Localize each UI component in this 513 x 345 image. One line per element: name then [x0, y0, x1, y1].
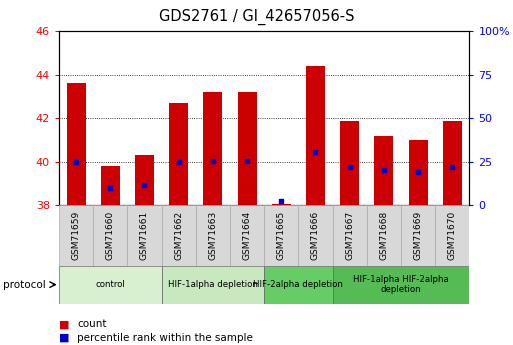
Bar: [127, 205, 162, 266]
Text: GSM71661: GSM71661: [140, 211, 149, 260]
Text: control: control: [95, 280, 125, 289]
Bar: [101, 166, 120, 205]
Text: protocol: protocol: [3, 280, 45, 289]
Bar: [367, 205, 401, 266]
Text: HIF-2alpha depletion: HIF-2alpha depletion: [253, 280, 343, 289]
Text: ■: ■: [59, 333, 69, 343]
Point: [346, 164, 354, 170]
Bar: [443, 121, 462, 205]
Point: [243, 158, 251, 164]
Bar: [230, 205, 264, 266]
Point: [311, 149, 320, 155]
Bar: [264, 205, 299, 266]
Bar: [332, 205, 367, 266]
Point: [414, 169, 422, 175]
Bar: [374, 136, 393, 205]
Point: [174, 159, 183, 165]
Bar: [135, 155, 154, 205]
Bar: [306, 66, 325, 205]
Bar: [332, 266, 469, 304]
Bar: [59, 266, 162, 304]
Text: GDS2761 / GI_42657056-S: GDS2761 / GI_42657056-S: [159, 9, 354, 25]
Bar: [59, 205, 93, 266]
Text: GSM71667: GSM71667: [345, 211, 354, 260]
Bar: [272, 204, 291, 205]
Bar: [204, 92, 222, 205]
Point: [141, 183, 149, 188]
Bar: [340, 121, 359, 205]
Text: GSM71660: GSM71660: [106, 211, 115, 260]
Point: [277, 198, 285, 204]
Text: GSM71666: GSM71666: [311, 211, 320, 260]
Bar: [238, 92, 256, 205]
Point: [209, 158, 217, 164]
Text: percentile rank within the sample: percentile rank within the sample: [77, 333, 253, 343]
Bar: [299, 205, 332, 266]
Bar: [196, 205, 230, 266]
Point: [106, 185, 114, 190]
Bar: [169, 103, 188, 205]
Point: [72, 159, 80, 165]
Point: [380, 168, 388, 173]
Text: ■: ■: [59, 319, 69, 329]
Text: GSM71659: GSM71659: [72, 211, 81, 260]
Bar: [93, 205, 127, 266]
Text: GSM71665: GSM71665: [277, 211, 286, 260]
Bar: [162, 205, 196, 266]
Bar: [435, 205, 469, 266]
Text: count: count: [77, 319, 107, 329]
Bar: [409, 140, 427, 205]
Bar: [264, 266, 332, 304]
Text: HIF-1alpha HIF-2alpha
depletion: HIF-1alpha HIF-2alpha depletion: [353, 275, 449, 294]
Text: GSM71668: GSM71668: [380, 211, 388, 260]
Text: GSM71670: GSM71670: [448, 211, 457, 260]
Bar: [67, 83, 86, 205]
Text: HIF-1alpha depletion: HIF-1alpha depletion: [168, 280, 258, 289]
Bar: [401, 205, 435, 266]
Bar: [162, 266, 264, 304]
Text: GSM71669: GSM71669: [413, 211, 423, 260]
Point: [448, 164, 457, 170]
Text: GSM71662: GSM71662: [174, 211, 183, 260]
Text: GSM71663: GSM71663: [208, 211, 218, 260]
Text: GSM71664: GSM71664: [243, 211, 251, 260]
